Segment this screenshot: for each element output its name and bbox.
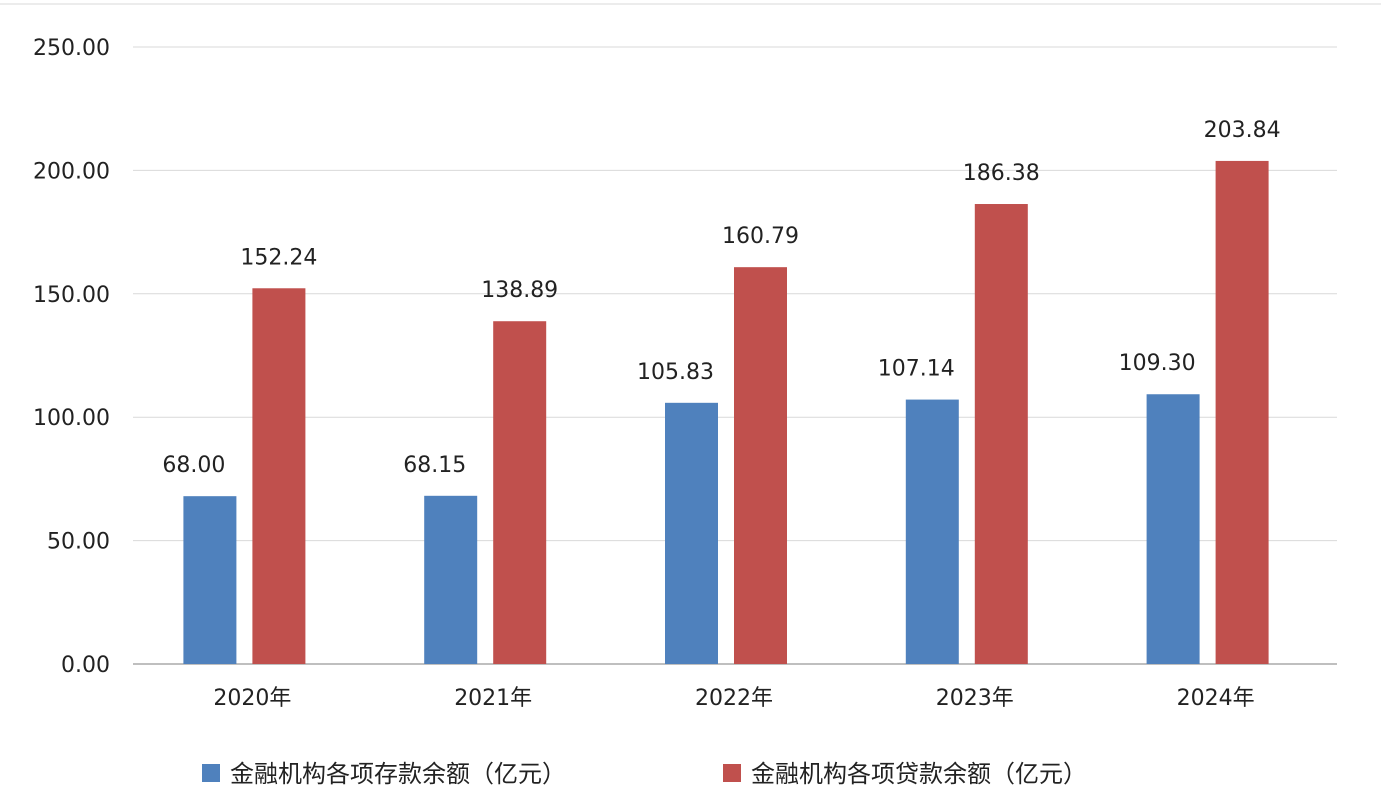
data-label-loans: 152.24 bbox=[240, 245, 317, 270]
data-label-deposits: 109.30 bbox=[1119, 351, 1196, 376]
bar-loans bbox=[974, 204, 1028, 664]
data-labels: 68.00 152.24 68.15 138.89 105.83 160.79 107.14… bbox=[162, 118, 1280, 478]
data-label-loans: 186.38 bbox=[963, 161, 1040, 186]
legend-item-deposits: 金融机构各项存款余额（亿元） bbox=[202, 760, 566, 788]
y-tick-label: 150.00 bbox=[33, 283, 110, 308]
data-label-deposits: 105.83 bbox=[637, 360, 714, 385]
legend: 金融机构各项存款余额（亿元） 金融机构各项贷款余额（亿元） bbox=[202, 760, 1087, 788]
x-tick-label: 2021年 bbox=[454, 686, 532, 711]
data-label-deposits: 107.14 bbox=[878, 357, 955, 382]
bar-deposits bbox=[905, 399, 959, 664]
data-label-loans: 160.79 bbox=[722, 224, 799, 249]
x-tick-label: 2024年 bbox=[1177, 686, 1255, 711]
bars bbox=[183, 160, 1269, 664]
legend-label-loans: 金融机构各项贷款余额（亿元） bbox=[751, 760, 1087, 788]
bar-deposits bbox=[183, 496, 237, 664]
legend-swatch-loans bbox=[723, 764, 741, 782]
legend-label-deposits: 金融机构各项存款余额（亿元） bbox=[230, 760, 566, 788]
bar-loans bbox=[493, 321, 547, 664]
data-label-deposits: 68.00 bbox=[162, 453, 225, 478]
y-tick-label: 50.00 bbox=[47, 530, 110, 555]
bar-loans bbox=[734, 267, 787, 664]
y-tick-label: 100.00 bbox=[33, 406, 110, 431]
legend-swatch-deposits bbox=[202, 764, 220, 782]
bar-loans bbox=[252, 288, 306, 664]
bar-deposits bbox=[424, 495, 478, 664]
x-tick-label: 2023年 bbox=[936, 686, 1014, 711]
y-axis-tick-labels: 0.00 50.00 100.00 150.00 200.00 250.00 bbox=[33, 36, 110, 678]
y-tick-label: 250.00 bbox=[33, 36, 110, 61]
x-tick-label: 2020年 bbox=[213, 686, 291, 711]
bar-deposits bbox=[665, 402, 718, 664]
data-label-loans: 138.89 bbox=[481, 278, 558, 303]
bar-loans bbox=[1215, 160, 1269, 664]
x-tick-label: 2022年 bbox=[695, 686, 773, 711]
bar-deposits bbox=[1146, 394, 1200, 664]
y-tick-label: 200.00 bbox=[33, 159, 110, 184]
legend-item-loans: 金融机构各项贷款余额（亿元） bbox=[723, 760, 1087, 788]
x-axis-tick-labels: 2020年 2021年 2022年 2023年 2024年 bbox=[213, 686, 1254, 711]
data-label-deposits: 68.15 bbox=[403, 453, 466, 478]
data-label-loans: 203.84 bbox=[1204, 118, 1281, 143]
y-tick-label: 0.00 bbox=[61, 653, 110, 678]
